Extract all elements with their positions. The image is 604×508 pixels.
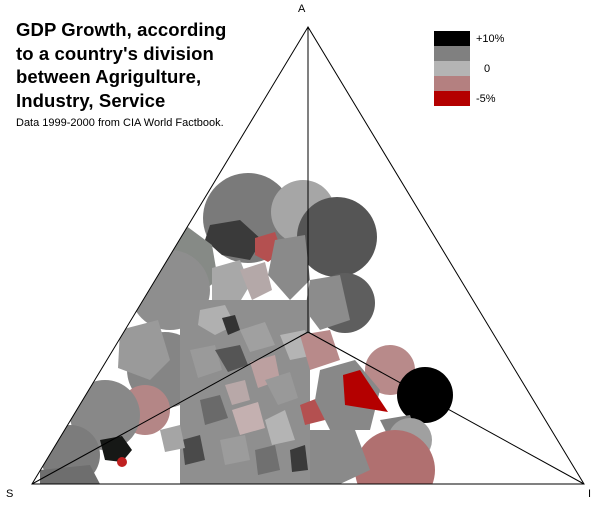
legend-label: -5% <box>476 92 496 105</box>
legend-label: 0 <box>484 62 491 75</box>
chart-title: GDP Growth, according to a country's div… <box>16 19 227 111</box>
legend-swatch <box>434 76 470 91</box>
legend-item: -5% <box>434 91 504 106</box>
legend-swatch <box>434 61 470 76</box>
vertex-label-s: S <box>6 488 14 500</box>
legend-swatch <box>434 31 470 46</box>
legend-item: 0 <box>434 61 504 76</box>
legend-item <box>434 76 504 91</box>
chart-subtitle: Data 1999-2000 from CIA World Factbook. <box>16 117 224 129</box>
voronoi-cells <box>40 173 453 484</box>
legend-swatch <box>434 91 470 106</box>
legend: +10% 0 -5% <box>434 31 504 106</box>
triangle-frame <box>31 26 585 485</box>
legend-swatch <box>434 46 470 61</box>
legend-label: +10% <box>476 32 505 45</box>
legend-item <box>434 46 504 61</box>
legend-item: +10% <box>434 31 504 46</box>
vertex-label-i: I <box>588 488 592 500</box>
vertex-label-a: A <box>298 3 306 15</box>
